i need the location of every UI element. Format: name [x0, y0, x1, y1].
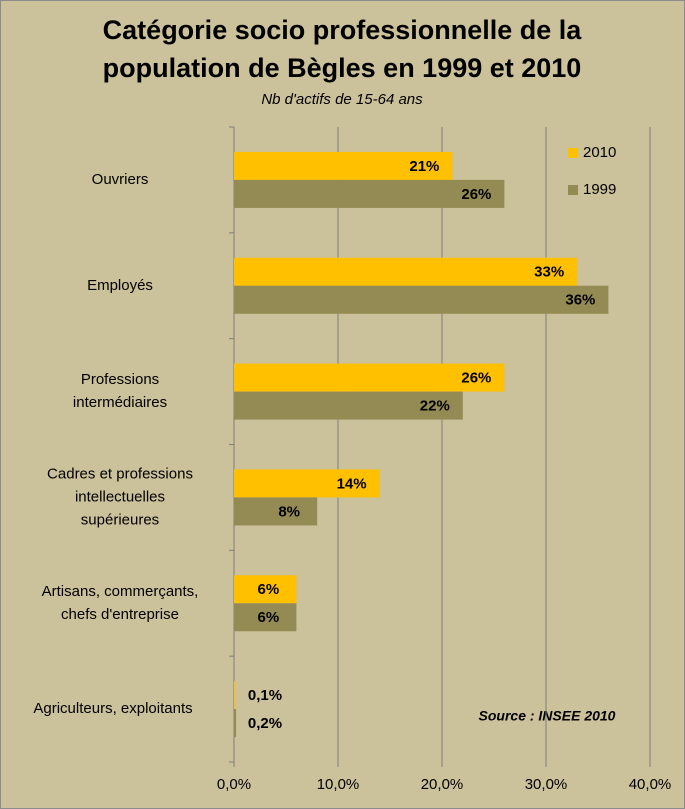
data-label: 0,1%	[248, 687, 282, 704]
y-tick-label: Employés	[87, 277, 153, 294]
bar	[234, 151, 453, 180]
y-tick-label: Artisans, commerçants, chefs d'entreprise	[42, 583, 199, 623]
legend-swatch	[568, 148, 578, 158]
bar	[234, 603, 297, 632]
data-label: 14%	[337, 475, 367, 492]
data-label: 8%	[278, 503, 300, 520]
x-tick-label: 40,0%	[629, 776, 672, 793]
y-tick-label: Professions intermédiaires	[73, 371, 167, 411]
legend-label: 2010	[583, 144, 616, 161]
data-label: 6%	[258, 609, 280, 626]
bar	[234, 285, 609, 314]
x-tick-label: 20,0%	[421, 776, 464, 793]
data-label: 6%	[258, 581, 280, 598]
x-tick-label: 0,0%	[217, 776, 251, 793]
chart-title: Catégorie socio professionnelle de la pop…	[103, 15, 583, 83]
bar	[234, 363, 505, 392]
data-label: 22%	[420, 398, 450, 415]
data-label: 26%	[461, 186, 491, 203]
bar	[234, 179, 505, 208]
y-tick-label: Cadres et professions intellectuelles supé…	[47, 465, 193, 528]
data-label: 0,2%	[248, 715, 282, 732]
data-label: 33%	[534, 264, 564, 281]
bar	[234, 391, 463, 420]
bar	[234, 257, 578, 286]
bar	[234, 709, 237, 738]
legend-swatch	[568, 185, 578, 195]
bar	[234, 469, 380, 498]
y-tick-label: Ouvriers	[92, 171, 149, 188]
bar	[234, 497, 318, 526]
bar	[234, 681, 236, 710]
legend-label: 1999	[583, 181, 616, 198]
data-label: 26%	[461, 370, 491, 387]
x-tick-label: 30,0%	[525, 776, 568, 793]
y-tick-label: Agriculteurs, exploitants	[33, 700, 192, 717]
x-tick-label: 10,0%	[317, 776, 360, 793]
data-label: 21%	[409, 158, 439, 175]
bar	[234, 575, 297, 604]
chart-subtitle: Nb d'actifs de 15-64 ans	[261, 91, 423, 108]
source-note: Source : INSEE 2010	[479, 708, 616, 724]
data-label: 36%	[565, 292, 595, 309]
